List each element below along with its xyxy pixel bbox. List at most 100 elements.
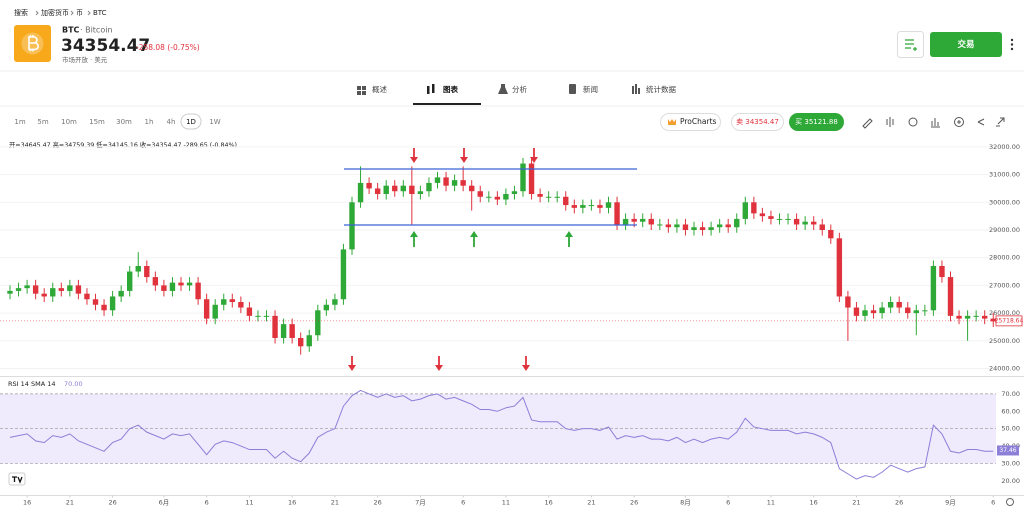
candle-body	[41, 293, 47, 297]
icon	[632, 86, 634, 94]
crumb[interactable]: 搜索	[14, 8, 28, 17]
x-tick-label: 21	[852, 499, 860, 507]
candle-body	[426, 182, 432, 192]
timeframe[interactable]: 1h	[145, 118, 154, 126]
candle-body	[896, 302, 902, 308]
tab[interactable]: 分析	[512, 84, 527, 94]
procharts-button[interactable]	[660, 113, 721, 131]
timeframe[interactable]: 1m	[14, 118, 25, 126]
x-tick-label: 26	[895, 499, 903, 507]
icon[interactable]	[886, 117, 894, 127]
icon	[362, 86, 366, 90]
last-price-label: 25718.64	[995, 317, 1024, 324]
buy-button[interactable]	[789, 113, 844, 131]
y-tick-label: 25000.00	[989, 337, 1020, 345]
candle-body	[109, 296, 116, 311]
candle-body	[905, 307, 911, 314]
candle-body	[383, 185, 389, 194]
candle-body	[306, 335, 312, 347]
icon[interactable]	[862, 118, 873, 129]
x-tick-label: 16	[23, 499, 31, 507]
candle-body	[964, 315, 971, 319]
crumb[interactable]: 加密货币	[41, 8, 69, 17]
more-menu[interactable]	[1010, 38, 1014, 51]
instrument-name: · Bitcoin	[80, 26, 113, 35]
tab[interactable]: 图表	[443, 84, 458, 94]
sell-button[interactable]	[731, 113, 784, 131]
candle-body	[460, 180, 466, 186]
candle-body	[520, 163, 526, 192]
candle-body	[819, 224, 825, 230]
rsi-legend: RSI 14 SMA 14	[8, 380, 55, 388]
icon[interactable]	[954, 117, 964, 127]
x-tick-label: 11	[767, 499, 775, 507]
y-tick-label: 29000.00	[989, 226, 1020, 234]
timeframe[interactable]: 5m	[37, 118, 48, 126]
candle-body	[956, 315, 962, 319]
candle-body	[528, 163, 535, 194]
candle-body	[494, 196, 501, 200]
ohlc-readout: 开=34645.47 高=34759.39 低=34145.16 收=34354…	[9, 140, 237, 149]
arrow	[530, 157, 538, 163]
candle-body	[776, 218, 783, 220]
timeframe[interactable]: 15m	[89, 118, 105, 126]
candle-body	[665, 224, 672, 228]
candle-body	[323, 304, 330, 311]
procharts-label: ProCharts	[680, 117, 717, 126]
crown-icon	[668, 119, 676, 125]
candle-body	[349, 202, 355, 250]
sell-label: 卖 34354.47	[736, 118, 779, 126]
candle-body	[845, 296, 851, 308]
tab[interactable]: 概述	[372, 84, 387, 94]
crumb[interactable]: 币	[76, 9, 83, 17]
icon[interactable]	[957, 120, 961, 124]
timeframe[interactable]: 1W	[209, 118, 220, 126]
candle-body	[751, 202, 757, 214]
candle-body	[127, 271, 133, 291]
candle-body	[75, 285, 82, 294]
candle-body	[734, 218, 740, 228]
timeframe[interactable]: 10m	[61, 118, 77, 126]
y-tick-label: 70.00	[1001, 390, 1020, 398]
tab[interactable]: 统计数据	[646, 84, 676, 94]
candle-body	[332, 299, 338, 305]
icon[interactable]	[977, 118, 985, 126]
candle-body	[469, 185, 475, 192]
tab[interactable]: 新闻	[583, 84, 598, 94]
y-tick-label: 28000.00	[989, 254, 1020, 262]
icon[interactable]	[996, 117, 1005, 127]
x-tick-label: 6月	[159, 499, 170, 507]
trade-button[interactable]	[930, 32, 1002, 57]
arrow	[410, 231, 418, 237]
candle-body	[289, 324, 295, 338]
y-tick-label: 50.00	[1001, 425, 1020, 433]
candle-body	[879, 307, 885, 314]
candle-body	[759, 213, 766, 217]
settings-icon[interactable]	[1006, 498, 1014, 506]
candle-body	[682, 224, 689, 230]
y-tick-label: 24000.00	[989, 364, 1020, 372]
icon	[569, 84, 576, 94]
chevron	[70, 10, 74, 16]
candle-body	[443, 177, 449, 186]
timeframe[interactable]: 1D	[186, 118, 196, 126]
candle-body	[246, 307, 253, 316]
tv-logo	[8, 472, 26, 486]
arrow	[435, 365, 443, 371]
candle-body	[272, 315, 278, 338]
candle-body	[212, 304, 218, 319]
down-arrows	[348, 148, 538, 371]
icon[interactable]	[908, 117, 918, 127]
candle-body	[451, 180, 458, 186]
timeframe[interactable]: 4h	[167, 118, 176, 126]
chevron	[87, 10, 91, 16]
x-tick-label: 16	[810, 499, 818, 507]
candle-body	[913, 310, 919, 314]
icon[interactable]	[931, 118, 940, 128]
candle-body	[67, 285, 73, 291]
dot	[1010, 38, 1014, 42]
tool-icons	[862, 117, 1005, 129]
timeframe-active	[180, 113, 202, 130]
candle-body	[357, 182, 364, 203]
timeframe[interactable]: 30m	[116, 118, 132, 126]
